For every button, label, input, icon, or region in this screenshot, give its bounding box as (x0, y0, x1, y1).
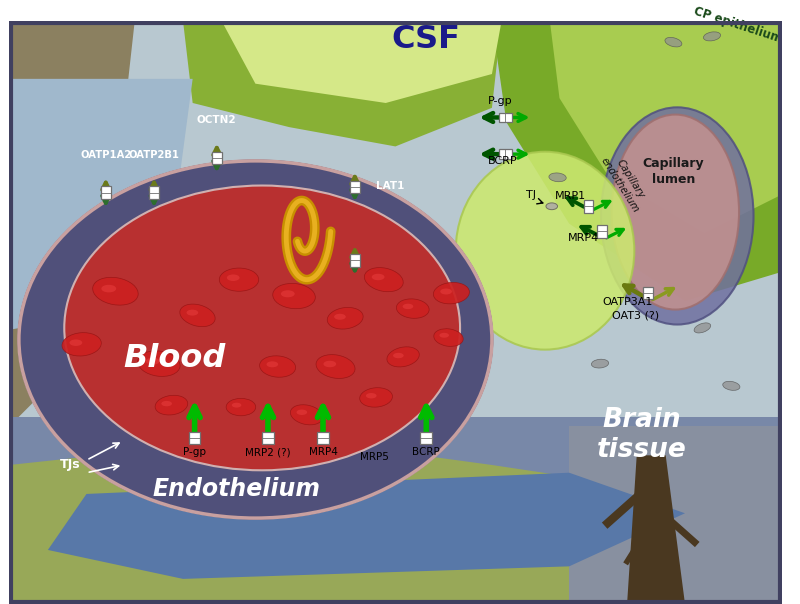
Ellipse shape (546, 203, 558, 210)
Text: Endothelium: Endothelium (152, 477, 320, 501)
Ellipse shape (360, 388, 393, 407)
Polygon shape (48, 473, 685, 579)
Text: OCTN2: OCTN2 (197, 115, 237, 125)
Text: BCRP: BCRP (488, 156, 518, 166)
Ellipse shape (549, 173, 566, 182)
Ellipse shape (19, 161, 492, 518)
Bar (643, 287, 653, 300)
Bar (499, 149, 512, 159)
Bar (317, 432, 329, 444)
Polygon shape (10, 436, 782, 604)
Ellipse shape (146, 358, 159, 365)
Ellipse shape (456, 152, 634, 350)
Ellipse shape (366, 393, 377, 399)
Bar (421, 432, 432, 444)
Ellipse shape (334, 314, 346, 320)
Ellipse shape (260, 356, 296, 378)
Ellipse shape (434, 283, 470, 304)
Polygon shape (222, 21, 502, 103)
Text: P-gp: P-gp (183, 448, 206, 457)
Bar (350, 181, 360, 193)
Ellipse shape (440, 289, 452, 295)
Text: MRP4: MRP4 (568, 233, 599, 243)
Text: LAT1: LAT1 (376, 181, 405, 191)
Text: MRP4: MRP4 (309, 448, 338, 457)
Ellipse shape (612, 115, 739, 310)
Ellipse shape (266, 361, 278, 367)
Ellipse shape (703, 32, 721, 41)
Text: CSF: CSF (392, 24, 461, 55)
Text: Capillary
lumen: Capillary lumen (642, 157, 704, 186)
Ellipse shape (323, 361, 336, 367)
Ellipse shape (138, 351, 180, 376)
Ellipse shape (281, 291, 294, 297)
Ellipse shape (387, 347, 419, 367)
Text: OATP3A1: OATP3A1 (602, 297, 652, 307)
Text: OATP1A2: OATP1A2 (80, 150, 131, 160)
Ellipse shape (102, 285, 116, 292)
Polygon shape (492, 21, 782, 301)
Polygon shape (550, 21, 782, 233)
Ellipse shape (316, 355, 355, 379)
Ellipse shape (372, 274, 385, 280)
Ellipse shape (601, 108, 754, 324)
Bar (101, 187, 110, 199)
Text: MRP2 (?): MRP2 (?) (245, 448, 290, 457)
Ellipse shape (70, 339, 82, 346)
Ellipse shape (364, 268, 403, 292)
Ellipse shape (439, 333, 449, 338)
Polygon shape (10, 21, 134, 426)
Ellipse shape (434, 329, 463, 347)
Polygon shape (10, 417, 782, 604)
Bar (350, 254, 360, 266)
Ellipse shape (722, 381, 740, 390)
Ellipse shape (591, 359, 609, 368)
Ellipse shape (665, 37, 682, 47)
Ellipse shape (227, 274, 239, 281)
Ellipse shape (232, 403, 242, 408)
Text: Blood: Blood (123, 342, 226, 373)
Ellipse shape (694, 323, 710, 333)
Text: TJ: TJ (526, 190, 536, 199)
Ellipse shape (327, 307, 363, 329)
Ellipse shape (180, 304, 215, 327)
Ellipse shape (396, 299, 429, 318)
Text: P-gp: P-gp (488, 96, 513, 106)
Text: MRP1: MRP1 (554, 190, 586, 201)
Polygon shape (183, 21, 502, 146)
Text: Brain
tissue: Brain tissue (597, 407, 686, 463)
Ellipse shape (297, 410, 307, 415)
Ellipse shape (162, 401, 172, 406)
Bar (150, 187, 159, 199)
Polygon shape (10, 79, 193, 330)
Ellipse shape (186, 310, 198, 315)
Ellipse shape (219, 268, 258, 291)
Bar (189, 432, 200, 444)
Polygon shape (627, 455, 685, 604)
Text: BCRP: BCRP (413, 448, 440, 457)
Ellipse shape (290, 405, 322, 425)
Text: Capillary
endothelium: Capillary endothelium (599, 149, 651, 214)
Text: MRP5: MRP5 (360, 452, 389, 462)
Ellipse shape (64, 185, 460, 471)
Bar (262, 432, 274, 444)
Text: OAT3 (?): OAT3 (?) (612, 310, 658, 320)
Ellipse shape (93, 277, 138, 305)
Ellipse shape (273, 283, 315, 309)
Ellipse shape (226, 399, 256, 416)
Polygon shape (569, 426, 782, 604)
Ellipse shape (402, 304, 414, 309)
Text: OATP2B1: OATP2B1 (129, 150, 179, 160)
Bar (212, 152, 222, 164)
Ellipse shape (62, 333, 102, 356)
Bar (499, 112, 512, 122)
Ellipse shape (155, 395, 188, 415)
Text: CP epithelium: CP epithelium (692, 4, 784, 45)
Bar (584, 200, 594, 213)
Bar (597, 225, 606, 237)
Ellipse shape (393, 353, 404, 358)
Text: TJs: TJs (59, 458, 80, 471)
